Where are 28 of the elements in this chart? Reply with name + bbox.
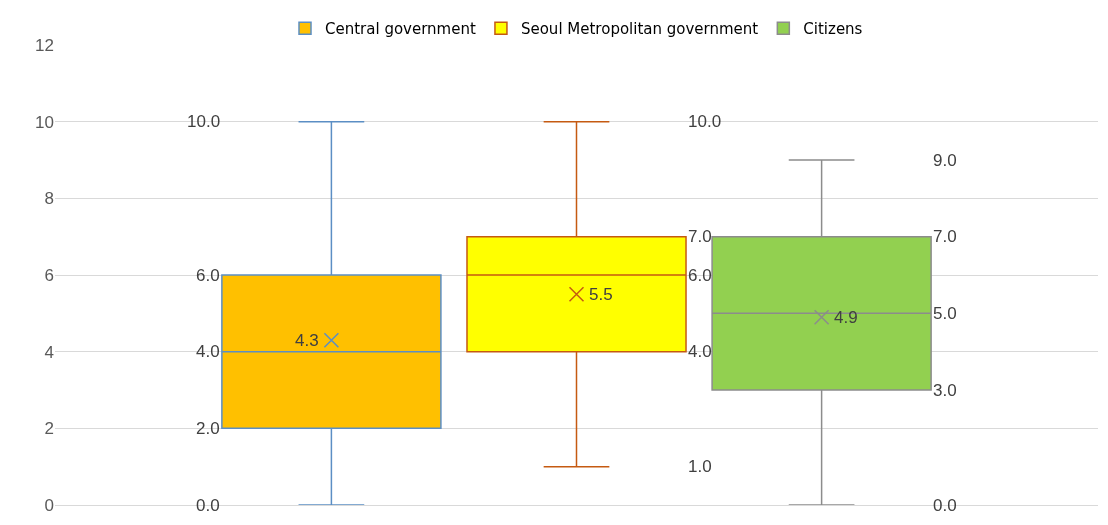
text: 4.3 <box>295 331 319 350</box>
text: 7.0 <box>933 227 957 246</box>
text: 3.0 <box>933 381 957 400</box>
text: 10.0 <box>688 112 722 131</box>
y-tick-label: 0 <box>44 495 54 515</box>
legend-label: Citizens <box>803 20 863 39</box>
legend-label: Central government <box>325 20 476 39</box>
text: 4.0 <box>196 342 220 361</box>
text: 5.5 <box>589 285 613 304</box>
y-tick-label: 2 <box>44 419 54 439</box>
text: 10.0 <box>187 112 221 131</box>
y-tick-label: 12 <box>35 35 54 55</box>
y-tick-label: 4 <box>44 342 54 362</box>
text: 4.0 <box>688 342 712 361</box>
text: 6.0 <box>688 266 712 285</box>
text: 4.9 <box>834 308 858 327</box>
text: 6.0 <box>196 266 220 285</box>
y-tick-label: 10 <box>35 112 54 132</box>
y-tick-label: 8 <box>44 189 54 209</box>
legend-label: Seoul Metropolitan government <box>520 20 759 39</box>
text: 7.0 <box>688 227 712 246</box>
text: 1.0 <box>688 457 712 476</box>
text: 5.0 <box>933 304 957 323</box>
text: 0.0 <box>933 496 957 515</box>
text: 9.0 <box>933 151 957 170</box>
text: 0.0 <box>196 496 220 515</box>
y-tick-label: 6 <box>44 265 54 285</box>
text: 2.0 <box>196 419 220 438</box>
